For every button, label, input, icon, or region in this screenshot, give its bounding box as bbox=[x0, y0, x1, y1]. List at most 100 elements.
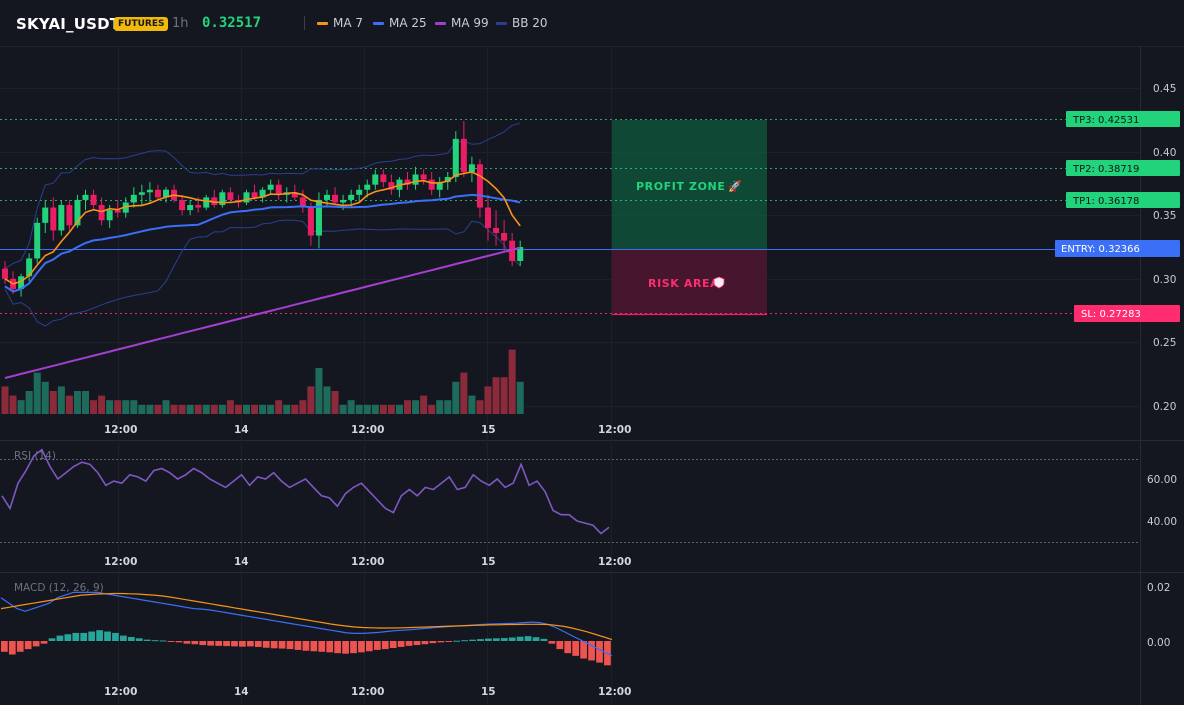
candle-body bbox=[468, 164, 475, 172]
macd-histogram-bar bbox=[88, 631, 96, 641]
macd-histogram-bar bbox=[127, 636, 135, 641]
volume-bar bbox=[428, 404, 436, 414]
macd-histogram bbox=[0, 591, 613, 666]
macd-histogram-bar bbox=[262, 641, 270, 648]
symbol-title[interactable]: SKYAI_USDT bbox=[16, 15, 121, 33]
macd-histogram-bar bbox=[104, 631, 111, 641]
macd-histogram-bar bbox=[596, 641, 603, 663]
volume-bar bbox=[202, 404, 210, 414]
macd-histogram-bar bbox=[572, 641, 580, 656]
candle-body bbox=[420, 174, 427, 180]
volume-bar bbox=[234, 404, 242, 414]
time-tick: 12:00 bbox=[351, 556, 384, 568]
risk-zone[interactable] bbox=[612, 249, 767, 315]
candle-body bbox=[122, 202, 129, 213]
volume-bar bbox=[500, 377, 508, 414]
time-tick: 15 bbox=[481, 686, 496, 698]
candle-body bbox=[340, 199, 347, 203]
macd-histogram-bar bbox=[334, 641, 342, 654]
macd-signal-line bbox=[0, 592, 613, 641]
time-tick: 14 bbox=[234, 556, 249, 568]
legend-bb20[interactable]: BB 20 bbox=[496, 16, 548, 30]
macd-histogram-bar bbox=[254, 641, 262, 647]
profit-zone[interactable] bbox=[612, 120, 767, 249]
sl-tag[interactable]: SL: 0.27283 bbox=[1074, 305, 1180, 322]
volume-bar bbox=[516, 381, 524, 414]
macd-histogram-bar bbox=[159, 640, 167, 642]
legend-ma99[interactable]: MA 99 bbox=[435, 16, 489, 30]
rsi-line bbox=[1, 448, 610, 535]
candle-body bbox=[146, 189, 153, 193]
volume-bar bbox=[355, 404, 363, 414]
macd-histogram-bar bbox=[167, 641, 175, 642]
volume-bar bbox=[218, 404, 226, 414]
time-axis-main[interactable]: 12:00 14 12:00 15 12:00 bbox=[104, 424, 631, 436]
macd-histogram-bar bbox=[207, 641, 215, 646]
volume-bar bbox=[33, 372, 41, 414]
tp3-tag[interactable]: TP3: 0.42531 bbox=[1066, 111, 1180, 127]
candle-body bbox=[412, 174, 419, 185]
candle-body bbox=[82, 194, 89, 200]
tp2-tag[interactable]: TP2: 0.38719 bbox=[1066, 160, 1180, 176]
legend-bb20-label: BB 20 bbox=[512, 16, 548, 30]
macd-histogram-bar bbox=[199, 641, 207, 646]
volume-bar bbox=[138, 404, 146, 414]
macd-histogram-bar bbox=[381, 641, 389, 650]
candle-body bbox=[154, 189, 161, 198]
macd-histogram-bar bbox=[548, 641, 556, 644]
macd-histogram-bar bbox=[532, 637, 540, 641]
volume-bar bbox=[25, 391, 33, 414]
shield-icon bbox=[713, 276, 725, 289]
price-axis[interactable]: 0.45 0.40 0.35 0.30 0.25 0.20 bbox=[1153, 83, 1176, 413]
candle-body bbox=[138, 192, 145, 195]
price-tick: 0.25 bbox=[1153, 337, 1176, 349]
volume-bar bbox=[154, 404, 162, 414]
interval-label[interactable]: 1h bbox=[172, 16, 189, 31]
candle-body bbox=[203, 197, 210, 208]
bb-lower-line bbox=[4, 219, 521, 327]
volume-bar bbox=[323, 386, 331, 414]
candle-body bbox=[106, 210, 113, 221]
volume-bar bbox=[162, 400, 170, 414]
macd-histogram-bar bbox=[429, 641, 437, 644]
time-axis-macd[interactable]: 12:00 14 12:00 15 12:00 bbox=[104, 686, 631, 698]
volume-bar bbox=[339, 404, 347, 414]
macd-histogram-bar bbox=[175, 641, 183, 643]
macd-histogram-bar bbox=[342, 641, 349, 654]
volume-bar bbox=[146, 404, 154, 414]
entry-tag[interactable]: ENTRY: 0.32366 bbox=[1055, 240, 1180, 257]
macd-histogram-bar bbox=[80, 632, 88, 641]
chart-header: SKYAI_USDT FUTURES 1h 0.32517 MA 7 MA 25… bbox=[0, 0, 1184, 46]
volume-bar bbox=[226, 400, 234, 414]
volume-bar bbox=[41, 381, 49, 414]
volume-bar bbox=[299, 400, 307, 414]
bb20-swatch bbox=[496, 21, 507, 25]
legend-ma7[interactable]: MA 7 bbox=[317, 16, 363, 30]
macd-histogram-bar bbox=[64, 634, 72, 641]
candle-body bbox=[42, 207, 49, 223]
macd-histogram-bar bbox=[397, 641, 405, 647]
legend-ma25-label: MA 25 bbox=[389, 16, 427, 30]
volume-bar bbox=[90, 400, 98, 414]
candle-body bbox=[291, 192, 298, 198]
macd-histogram-bar bbox=[421, 641, 429, 645]
macd-histogram-bar bbox=[231, 641, 238, 647]
macd-histogram-bar bbox=[500, 638, 508, 641]
candle-body bbox=[34, 222, 41, 259]
volume-bar bbox=[130, 400, 138, 414]
tp2-tag-bg bbox=[1066, 160, 1180, 176]
volume-bar bbox=[371, 404, 379, 414]
time-tick: 12:00 bbox=[598, 686, 631, 698]
time-tick: 12:00 bbox=[351, 686, 384, 698]
time-tick: 14 bbox=[234, 424, 249, 436]
candle-body bbox=[348, 194, 355, 200]
legend-ma25[interactable]: MA 25 bbox=[373, 16, 427, 30]
macd-histogram-bar bbox=[112, 632, 119, 641]
volume-bar bbox=[49, 391, 57, 414]
macd-histogram-bar bbox=[40, 641, 48, 644]
macd-histogram-bar bbox=[215, 641, 222, 646]
time-axis-rsi[interactable]: 12:00 14 12:00 15 12:00 bbox=[104, 556, 631, 568]
tp1-tag[interactable]: TP1: 0.36178 bbox=[1066, 192, 1180, 208]
macd-histogram-bar bbox=[445, 641, 453, 642]
